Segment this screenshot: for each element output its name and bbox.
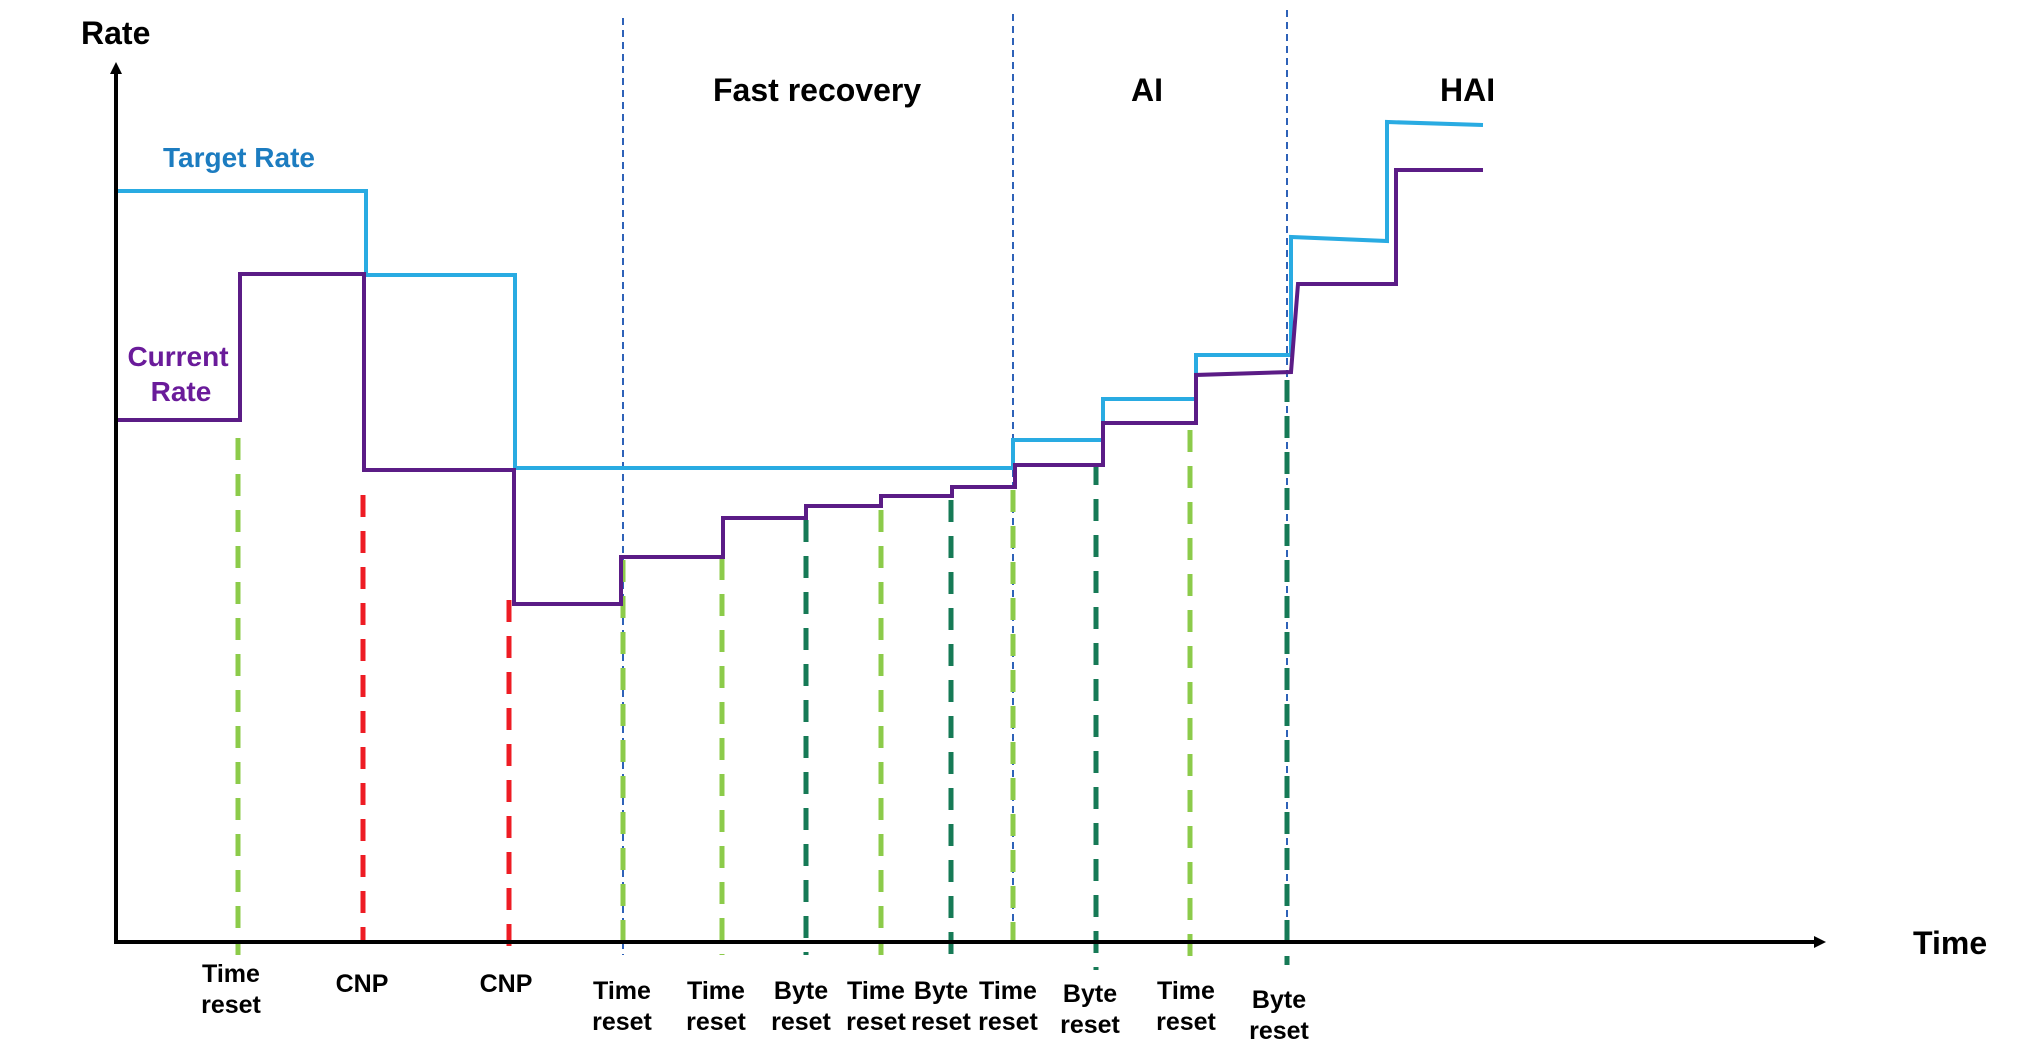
event-label-line1: CNP xyxy=(480,970,533,998)
event-label-line2: reset xyxy=(978,1008,1038,1036)
phase-label-fast-recovery: Fast recovery xyxy=(713,72,921,108)
event-label-time-reset: Time reset xyxy=(978,977,1038,1036)
event-label-cnp: CNP xyxy=(336,970,389,998)
event-label-line2: reset xyxy=(592,1008,652,1036)
event-label-line2: reset xyxy=(1060,1011,1120,1039)
event-label-line1: Byte xyxy=(914,977,968,1005)
event-label-line2: reset xyxy=(911,1008,971,1036)
event-label-cnp: CNP xyxy=(480,970,533,998)
target-rate-label: Target Rate xyxy=(163,142,315,173)
event-label-line1: Byte xyxy=(1252,986,1306,1014)
phase-label-ai: AI xyxy=(1131,72,1163,108)
event-label-line1: Time xyxy=(1157,977,1215,1005)
event-label-line2: reset xyxy=(1156,1008,1216,1036)
x-axis-title: Time xyxy=(1913,925,1987,961)
event-label-byte-reset: Byte reset xyxy=(1249,986,1309,1045)
target-rate-line xyxy=(116,119,1484,470)
event-label-line1: Time xyxy=(593,977,651,1005)
event-label-byte-reset: Byte reset xyxy=(911,977,971,1036)
event-label-byte-reset: Byte reset xyxy=(771,977,831,1036)
event-label-line1: Byte xyxy=(1063,980,1117,1008)
event-label-time-reset: Time reset xyxy=(686,977,746,1036)
event-label-byte-reset: Byte reset xyxy=(1060,980,1120,1039)
event-label-line2: reset xyxy=(771,1008,831,1036)
current-rate-line xyxy=(116,168,1483,606)
event-label-line2: reset xyxy=(686,1008,746,1036)
event-label-line1: Time xyxy=(979,977,1037,1005)
event-label-line2: reset xyxy=(846,1008,906,1036)
event-label-time-reset: Time reset xyxy=(592,977,652,1036)
event-label-line1: CNP xyxy=(336,970,389,998)
current-rate-label-line1: Current xyxy=(127,341,228,372)
current-rate-label-line2: Rate xyxy=(151,376,212,407)
phase-label-hai: HAI xyxy=(1440,72,1495,108)
event-label-time-reset: Time reset xyxy=(201,960,261,1019)
event-label-line1: Time xyxy=(687,977,745,1005)
y-axis-title: Rate xyxy=(81,15,150,51)
event-label-line2: reset xyxy=(1249,1017,1309,1045)
event-label-line2: reset xyxy=(201,991,261,1019)
event-label-line1: Time xyxy=(847,977,905,1005)
event-label-time-reset: Time reset xyxy=(846,977,906,1036)
event-label-line1: Byte xyxy=(774,977,828,1005)
event-label-time-reset: Time reset xyxy=(1156,977,1216,1036)
event-label-line1: Time xyxy=(202,960,260,988)
